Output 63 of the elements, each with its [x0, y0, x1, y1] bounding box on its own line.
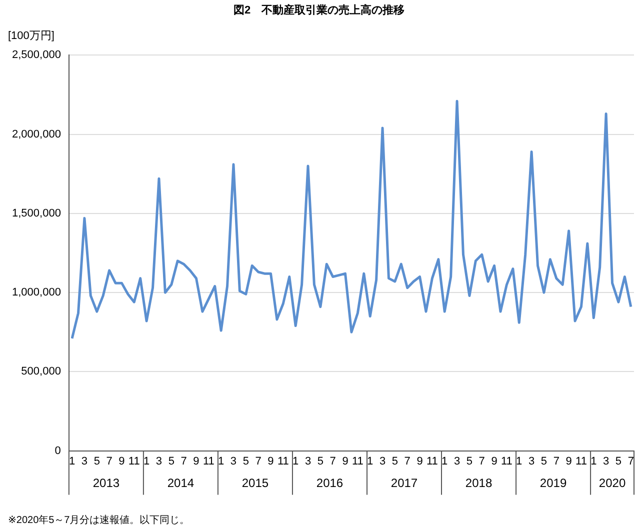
x-tick-label: 3 [379, 455, 386, 468]
x-tick-label: 11 [576, 455, 587, 468]
x-tick-label: 11 [426, 455, 438, 468]
x-tick-label: 9 [268, 455, 274, 468]
x-tick-label: 11 [277, 455, 289, 468]
y-tick-label: 500,000 [21, 366, 61, 378]
x-tick-label: 7 [553, 455, 560, 468]
x-tick-label: 3 [454, 455, 460, 468]
x-tick-label: 1 [68, 455, 76, 468]
text: 2015 [242, 476, 269, 490]
x-tick-label: 11 [128, 455, 140, 468]
x-tick-label: 5 [168, 455, 174, 468]
x-tick-label: 5 [317, 455, 324, 468]
x-tick-label: 9 [566, 455, 572, 468]
x-tick-label: 5 [466, 455, 473, 468]
x-tick-label: 1 [143, 455, 150, 468]
x-tick-label: 3 [156, 455, 162, 468]
x-tick-label: 7 [106, 455, 112, 468]
x-tick-label: 3 [230, 455, 237, 468]
x-tick-label: 3 [602, 455, 610, 468]
x-tick-label: 5 [615, 455, 622, 468]
text: ※2020年5～7月分は速報値。以下同じ。 [8, 514, 190, 526]
x-tick-label: 7 [478, 455, 485, 468]
x-tick-label: 7 [330, 455, 336, 468]
x-tick-label: 1 [442, 455, 448, 468]
x-tick-label: 3 [81, 455, 88, 468]
text: 2017 [390, 476, 418, 490]
x-tick-label: 11 [352, 455, 364, 468]
x-tick-label: 1 [292, 455, 299, 468]
y-tick-label: 1,500,000 [12, 207, 61, 220]
x-tick-label: 3 [304, 455, 312, 468]
text: 2014 [167, 476, 194, 490]
x-tick-label: 9 [416, 455, 423, 468]
text: 2019 [540, 476, 567, 490]
x-tick-label: 1 [516, 455, 522, 468]
y-tick-label: 2,000,000 [12, 128, 61, 140]
text: 2013 [92, 476, 120, 490]
x-tick-label: 1 [367, 455, 374, 468]
x-tick-label: 9 [193, 455, 200, 468]
x-tick-label: 9 [118, 455, 125, 468]
chart-title: 図2 不動産取引業の売上高の推移 [233, 4, 405, 17]
text: 2016 [316, 476, 344, 490]
x-tick-label: 7 [255, 455, 262, 468]
x-tick-label: 5 [540, 455, 548, 468]
x-tick-label: 11 [202, 455, 214, 468]
x-tick-label: 5 [94, 455, 100, 468]
x-tick-label: 11 [500, 455, 512, 468]
text: 2020 [598, 476, 626, 490]
x-tick-label: 1 [590, 455, 597, 468]
y-tick-label: 0 [54, 444, 61, 457]
x-tick-label: 7 [180, 455, 187, 468]
y-axis-title: [100万円] [8, 30, 54, 42]
x-tick-label: 7 [404, 455, 410, 468]
x-tick-label: 7 [628, 455, 634, 468]
x-tick-label: 3 [528, 455, 535, 468]
x-tick-label: 1 [218, 455, 224, 468]
x-tick-label: 5 [392, 455, 398, 468]
x-tick-label: 9 [342, 455, 348, 468]
text: 2018 [465, 476, 492, 490]
x-tick-label: 5 [242, 455, 249, 468]
x-tick-label: 9 [491, 455, 498, 468]
y-tick-label: 1,000,000 [12, 286, 61, 299]
y-tick-label: 2,500,000 [12, 49, 61, 62]
